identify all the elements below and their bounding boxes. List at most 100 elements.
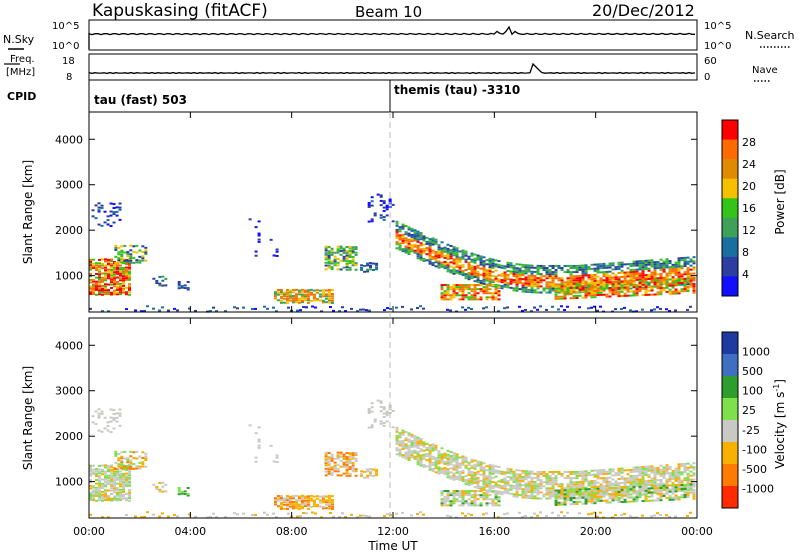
power-cell xyxy=(629,282,633,285)
velocity-cell xyxy=(566,491,570,494)
power-cell xyxy=(369,268,373,271)
velocity-cell xyxy=(644,485,648,488)
velocity-cell xyxy=(653,479,657,482)
power-cell xyxy=(144,251,148,254)
power-cell xyxy=(363,270,367,273)
power-cell xyxy=(101,293,104,296)
velocity-cell xyxy=(521,484,525,487)
power-cell xyxy=(89,258,92,261)
power-cell xyxy=(551,283,555,286)
power-cell xyxy=(605,266,609,269)
power-cell xyxy=(488,266,492,269)
velocity-cell xyxy=(186,493,190,496)
power-cell xyxy=(671,267,675,270)
velocity-cell xyxy=(587,480,591,483)
velocity-cell xyxy=(638,489,642,492)
power-cell xyxy=(545,308,548,311)
power-cell xyxy=(467,265,471,268)
power-cell xyxy=(470,307,473,310)
velocity-cell xyxy=(132,463,136,466)
power-cell xyxy=(330,251,334,254)
power-cell xyxy=(401,250,405,253)
velocity-cell xyxy=(686,474,690,477)
velocity-cell xyxy=(455,500,459,503)
velocity-cell xyxy=(330,455,334,458)
velocity-cell xyxy=(467,494,471,497)
power-cell xyxy=(677,259,681,262)
velocity-cell xyxy=(677,477,681,480)
velocity-cell xyxy=(92,493,95,496)
velocity-cell xyxy=(125,472,128,475)
power-cell xyxy=(95,280,98,283)
power-cell xyxy=(98,264,101,267)
power-cell xyxy=(416,255,420,258)
power-cell xyxy=(512,268,516,271)
velocity-cell xyxy=(584,500,588,503)
power-cell xyxy=(677,263,681,266)
power-cell xyxy=(470,277,474,280)
power-cell xyxy=(566,281,570,284)
velocity-cell xyxy=(650,471,654,474)
power-cell xyxy=(566,283,570,286)
power-colorbar-label: Power [dB] xyxy=(773,169,787,234)
velocity-cell xyxy=(128,470,131,473)
power-cell xyxy=(449,251,453,254)
velocity-cell xyxy=(89,484,92,487)
velocity-cell xyxy=(680,473,684,476)
power-cell xyxy=(590,267,594,270)
velocity-cell xyxy=(407,452,411,455)
velocity-cell xyxy=(608,480,612,483)
power-cell xyxy=(689,277,693,280)
velocity-cell xyxy=(404,453,408,456)
velocity-cell xyxy=(671,484,675,487)
velocity-cell xyxy=(342,465,346,468)
velocity-cell xyxy=(647,465,651,468)
velocity-cell xyxy=(132,451,136,454)
power-cell xyxy=(566,291,570,294)
power-cell xyxy=(300,293,304,296)
velocity-cell xyxy=(336,470,340,473)
velocity-cell xyxy=(437,456,441,459)
power-cell xyxy=(581,280,585,283)
power-cell xyxy=(327,264,331,267)
velocity-cell xyxy=(117,465,121,468)
power-cell xyxy=(288,290,292,293)
power-cell xyxy=(659,291,663,294)
power-cell xyxy=(509,266,513,269)
velocity-cell xyxy=(116,470,119,473)
power-cell xyxy=(488,257,492,260)
velocity-cell xyxy=(521,490,525,493)
velocity-cell xyxy=(449,477,453,480)
velocity-cell xyxy=(671,498,675,501)
power-cell xyxy=(97,209,101,212)
power-cell xyxy=(300,295,304,298)
power-cell xyxy=(626,290,630,293)
noise-tick-left-bottom: 10^0 xyxy=(52,41,79,52)
power-cell xyxy=(416,249,420,252)
power-cell xyxy=(372,262,376,265)
velocity-cell xyxy=(518,483,522,486)
power-cell xyxy=(348,252,352,255)
power-cell xyxy=(119,270,122,273)
power-cell xyxy=(569,281,573,284)
velocity-cell xyxy=(494,471,498,474)
colorbar-tick-label: -500 xyxy=(742,463,767,476)
velocity-cell xyxy=(300,501,304,504)
power-cell xyxy=(479,259,483,262)
velocity-cell xyxy=(251,514,254,517)
power-cell xyxy=(512,270,516,273)
velocity-cell xyxy=(419,464,423,467)
nave-tick-top: 60 xyxy=(704,56,717,67)
velocity-cell xyxy=(89,470,92,473)
velocity-cell xyxy=(425,465,429,468)
power-cell xyxy=(332,309,335,312)
velocity-cell xyxy=(345,472,349,475)
power-cell xyxy=(518,275,522,278)
velocity-cell xyxy=(689,485,693,488)
power-cell xyxy=(330,301,334,304)
power-cell xyxy=(689,281,693,284)
power-cell xyxy=(97,223,101,226)
power-cell xyxy=(647,267,651,270)
velocity-cell xyxy=(372,475,376,478)
power-cell xyxy=(98,266,101,269)
